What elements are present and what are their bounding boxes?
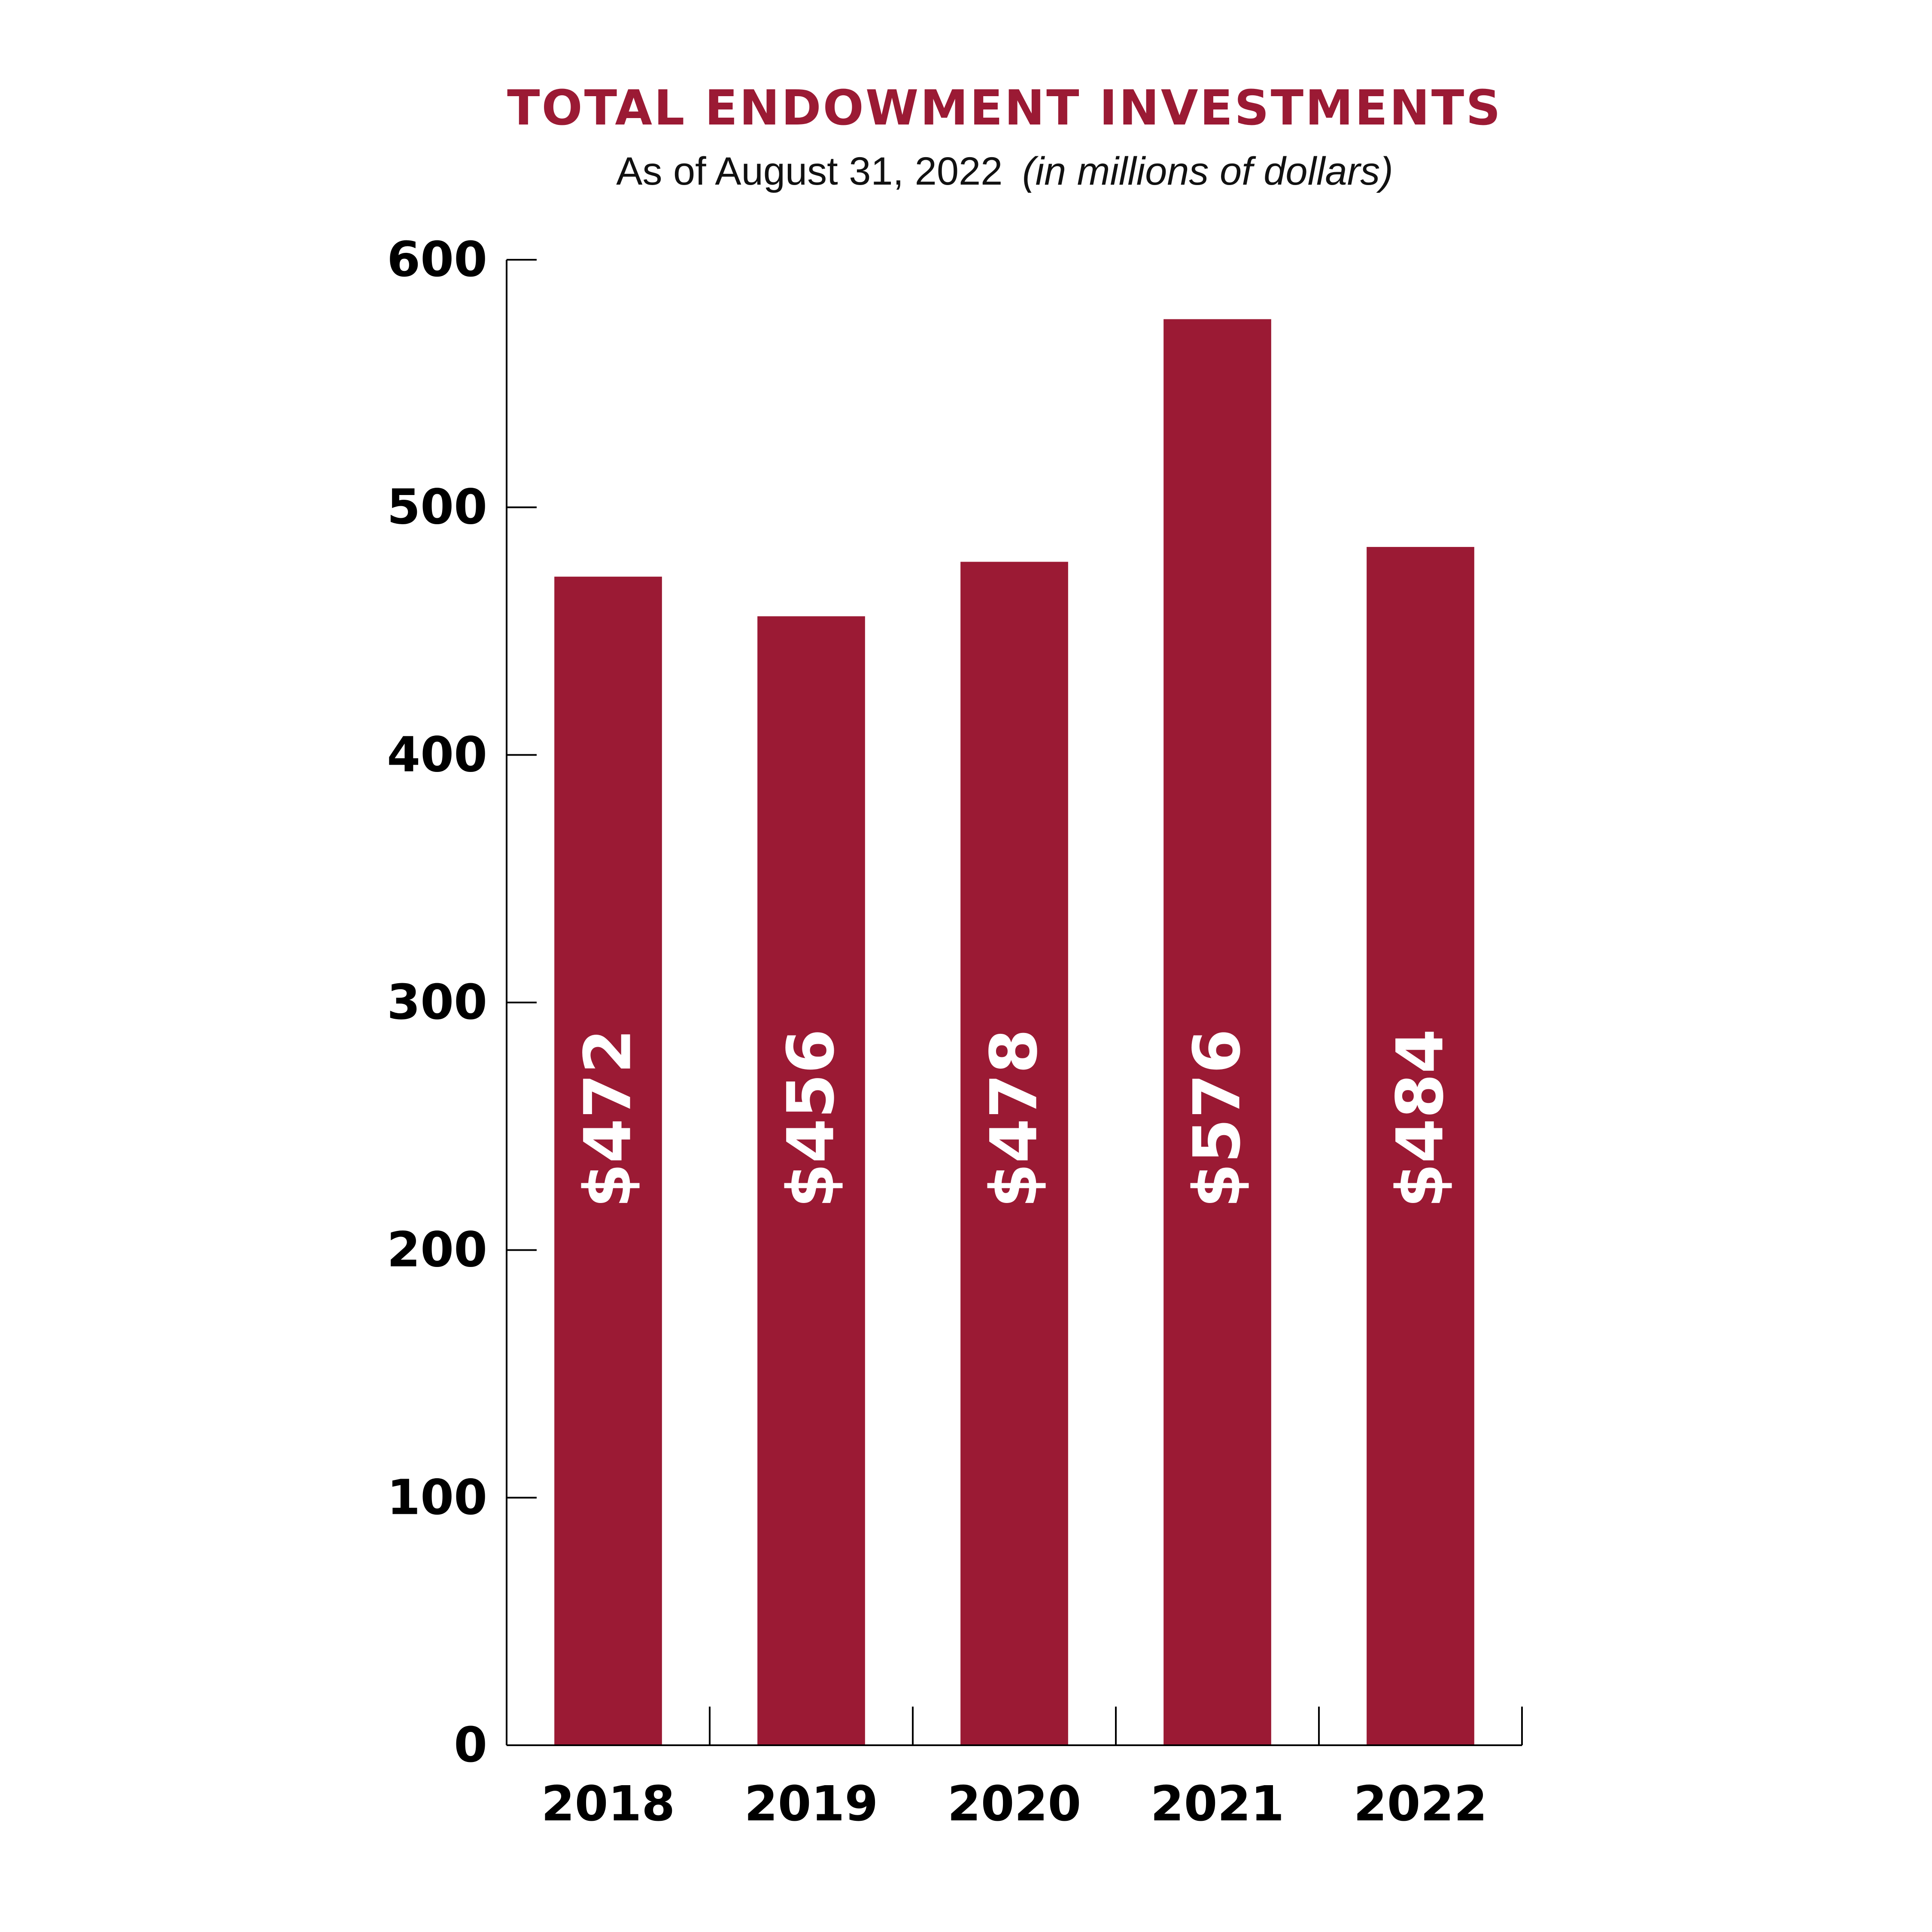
x-tick-label: 2021 — [1151, 1776, 1285, 1832]
bar-value-label: $484 — [1383, 1029, 1458, 1208]
y-tick-label: 0 — [454, 1717, 487, 1773]
x-tick-label: 2022 — [1354, 1776, 1488, 1832]
bar-2020 — [960, 562, 1068, 1746]
y-axis: 0 100 200 300 400 500 600 — [387, 232, 537, 1773]
x-tick-label: 2019 — [744, 1776, 878, 1832]
y-tick-label: 300 — [387, 975, 487, 1030]
y-tick-label: 400 — [387, 727, 487, 783]
chart-title: TOTAL ENDOWMENT INVESTMENTS — [507, 80, 1502, 136]
bar-2021 — [1163, 319, 1271, 1746]
x-axis: 2018 2019 2020 2021 2022 — [507, 1707, 1523, 1832]
x-tick-label: 2020 — [948, 1776, 1081, 1832]
bar-value-label: $456 — [774, 1029, 849, 1208]
x-tick-label: 2018 — [541, 1776, 675, 1832]
bar-2018 — [554, 577, 662, 1745]
chart-subtitle-main: As of August 31, 2022 — [616, 149, 1002, 193]
bar-value-label: $472 — [571, 1029, 646, 1208]
bars-group — [554, 319, 1474, 1746]
y-tick-label: 500 — [387, 480, 487, 535]
bar-2019 — [757, 616, 865, 1746]
y-tick-label: 100 — [387, 1470, 487, 1525]
y-tick-label: 600 — [387, 232, 487, 288]
bar-value-label: $478 — [977, 1029, 1052, 1208]
chart-subtitle: As of August 31, 2022 (in millions of do… — [616, 149, 1393, 193]
bar-2022 — [1367, 547, 1474, 1745]
y-tick-label: 200 — [387, 1222, 487, 1278]
chart-subtitle-units: (in millions of dollars) — [1022, 149, 1393, 193]
bar-value-label: $576 — [1180, 1029, 1255, 1208]
bar-labels-group: $472 $456 $478 $576 $484 — [571, 1029, 1458, 1208]
